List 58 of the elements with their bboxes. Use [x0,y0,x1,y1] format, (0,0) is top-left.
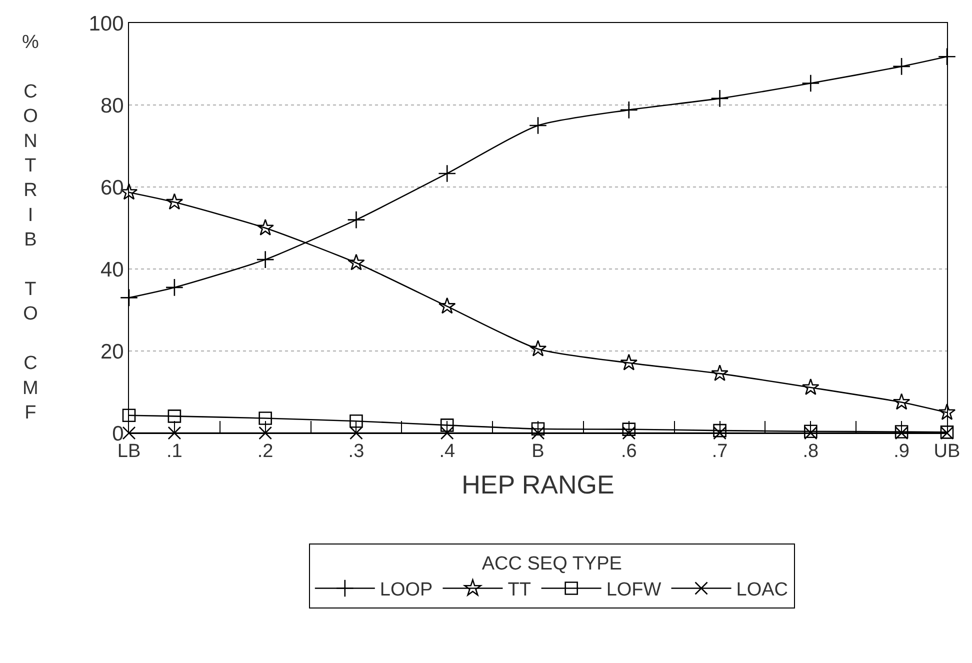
point [122,408,136,422]
point [438,164,456,183]
legend-label: TT [508,580,532,601]
y-tick-label: 40 [100,258,124,282]
point [350,426,363,440]
point [710,89,729,108]
point [892,57,911,76]
point [713,426,726,440]
point [802,74,820,92]
legend-label: LOAC [736,580,788,601]
point [713,424,726,438]
x-tick-label: .6 [620,440,637,462]
point [528,116,548,135]
point [440,426,454,440]
point [440,418,454,432]
point [168,426,182,440]
point [120,288,138,307]
y-tick-label: 20 [100,340,124,364]
point [529,340,547,356]
x-tick-label: .7 [712,440,728,462]
point [620,100,638,119]
point [168,410,182,423]
x-tick-label: .4 [439,440,456,462]
legend-label: LOOP [380,580,433,601]
legend-label: LOFW [606,580,662,601]
x-tick-label: UB [934,440,960,462]
legend-title: ACC SEQ TYPE [482,553,622,574]
x-tick-label: LB [117,440,141,462]
x-axis-title: HEP RANGE [462,470,614,500]
point [166,193,184,210]
point [531,422,545,436]
point [348,254,365,270]
x-tick-label: B [532,440,544,462]
point [165,278,184,296]
point [802,378,820,395]
point [347,210,366,229]
point [938,403,956,420]
text: % CONTRIB TO CMF [22,32,39,424]
point [256,218,274,236]
x-tick-label: .2 [257,440,274,462]
y-tick-label: 100 [88,12,124,36]
x-tick-label: .1 [166,440,182,462]
point [350,414,363,428]
point [620,354,638,370]
point [258,426,272,440]
x-tick-label: .3 [348,440,364,462]
y-tick-label: 80 [100,94,124,118]
point [892,393,910,410]
x-tick-label: .9 [894,440,910,462]
point [438,297,456,314]
point [256,250,274,269]
point [122,426,136,440]
point [711,364,728,381]
point [938,48,956,66]
y-tick-label: 60 [100,176,124,200]
point [622,422,636,436]
x-tick-label: .8 [802,440,819,462]
point [258,412,272,425]
